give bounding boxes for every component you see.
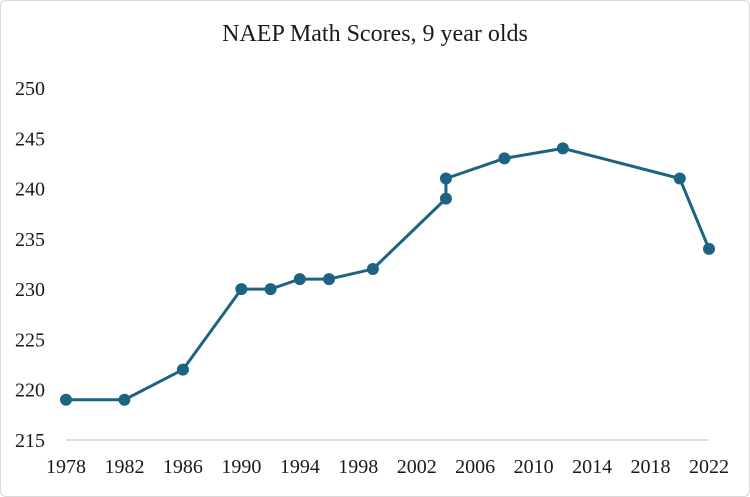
y-tick-label: 240 bbox=[15, 179, 45, 201]
x-tick-label: 1998 bbox=[338, 456, 378, 478]
y-tick-label: 245 bbox=[15, 128, 45, 150]
chart-title: NAEP Math Scores, 9 year olds bbox=[222, 21, 528, 47]
data-point bbox=[556, 142, 569, 155]
data-point bbox=[366, 263, 379, 276]
data-point bbox=[439, 172, 452, 185]
y-tick-label: 215 bbox=[15, 430, 45, 452]
data-point bbox=[498, 152, 511, 165]
x-tick-label: 2010 bbox=[514, 456, 554, 478]
x-tick-labels: 1978 1982 1986 1990 1994 1998 2002 2006 2010 2014… bbox=[46, 456, 729, 478]
data-point bbox=[118, 393, 131, 406]
x-tick-label: 2002 bbox=[397, 456, 437, 478]
y-tick-labels: 215 220 225 230 235 240 245 250 bbox=[15, 78, 45, 452]
data-point bbox=[673, 172, 686, 185]
x-tick-label: 2006 bbox=[455, 456, 495, 478]
data-point bbox=[176, 363, 189, 376]
series bbox=[60, 142, 715, 406]
data-point bbox=[703, 242, 715, 255]
data-point bbox=[235, 283, 248, 296]
x-tick-label: 1994 bbox=[280, 456, 320, 478]
y-tick-label: 220 bbox=[15, 380, 45, 402]
data-point bbox=[60, 393, 72, 406]
data-point bbox=[439, 192, 452, 205]
data-point bbox=[323, 273, 336, 286]
x-tick-label: 1978 bbox=[46, 456, 86, 478]
data-point bbox=[264, 283, 277, 296]
x-tick-label: 1990 bbox=[221, 456, 261, 478]
series-line bbox=[66, 146, 711, 402]
y-tick-label: 250 bbox=[15, 78, 45, 100]
x-tick-label: 1982 bbox=[104, 456, 144, 478]
y-tick-label: 230 bbox=[15, 279, 45, 301]
data-point bbox=[293, 273, 306, 286]
x-tick-label: 2022 bbox=[689, 456, 729, 478]
y-tick-label: 225 bbox=[15, 329, 45, 351]
y-tick-label: 235 bbox=[15, 229, 45, 251]
x-tick-label: 2014 bbox=[572, 456, 612, 478]
x-tick-label: 2018 bbox=[631, 456, 671, 478]
x-tick-label: 1986 bbox=[163, 456, 203, 478]
